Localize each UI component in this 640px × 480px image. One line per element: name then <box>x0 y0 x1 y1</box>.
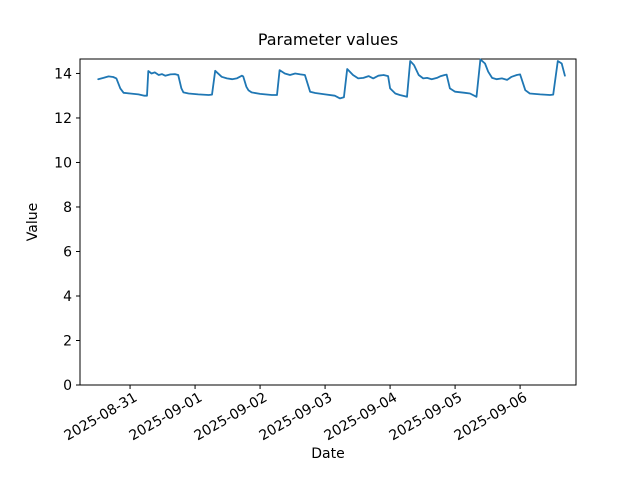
y-tick-label: 0 <box>63 378 72 394</box>
y-tick-label: 2 <box>63 333 72 349</box>
y-tick-label: 14 <box>54 66 72 82</box>
y-tick-label: 8 <box>63 200 72 216</box>
y-tick-label: 10 <box>54 155 72 171</box>
plot-border <box>79 58 577 386</box>
chart-title: Parameter values <box>257 30 399 49</box>
x-tick-label: 2025-09-06 <box>452 390 531 445</box>
y-tick-label: 6 <box>63 244 72 260</box>
y-tick-label: 4 <box>63 289 72 305</box>
x-axis-label: Date <box>311 446 345 462</box>
x-tick-label: 2025-08-31 <box>62 390 140 445</box>
y-tick-label: 12 <box>54 111 72 127</box>
x-tick-label: 2025-09-05 <box>387 390 465 445</box>
y-axis-label: Value <box>25 202 41 242</box>
data-line <box>97 58 566 100</box>
x-tick-label: 2025-09-01 <box>127 390 205 445</box>
x-tick-label: 2025-09-02 <box>192 390 270 445</box>
x-tick-label: 2025-09-04 <box>322 390 401 445</box>
x-tick-label: 2025-09-03 <box>257 390 335 445</box>
